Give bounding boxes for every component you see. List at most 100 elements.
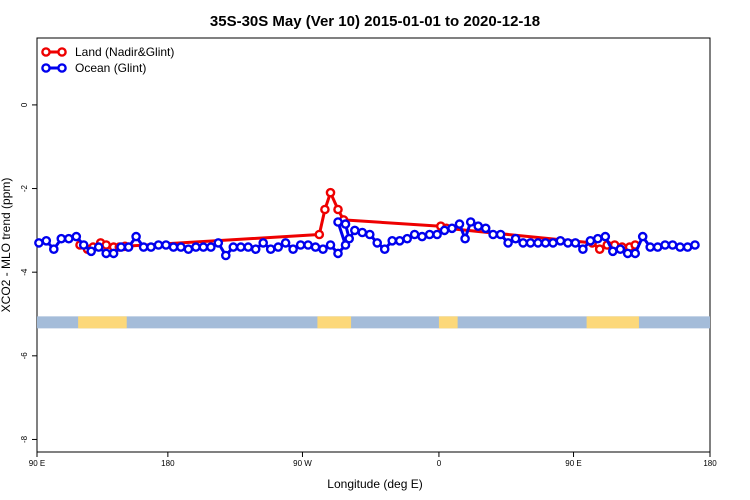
data-point	[645, 242, 656, 252]
data-point	[447, 223, 457, 234]
chart-title: 35S-30S May (Ver 10) 2015-01-01 to 2020-…	[210, 13, 540, 30]
data-point	[637, 231, 648, 242]
legend: Land (Nadir&Glint) Ocean (Glint)	[41, 45, 174, 75]
data-point	[555, 235, 566, 246]
data-point	[387, 235, 398, 246]
x-tick-label: 90 E	[29, 459, 45, 468]
data-point	[228, 242, 239, 252]
data-point	[146, 242, 156, 252]
data-point	[314, 229, 325, 240]
data-point	[652, 242, 663, 252]
x-tick-label: 180	[161, 459, 175, 468]
land-band	[438, 316, 458, 329]
data-point	[465, 217, 476, 227]
data-point	[243, 242, 253, 252]
data-point	[682, 242, 693, 252]
data-point	[78, 240, 89, 250]
data-point	[349, 225, 360, 236]
land-band	[586, 316, 639, 329]
data-point	[56, 233, 67, 244]
data-point	[333, 217, 343, 227]
data-point	[424, 229, 435, 240]
data-point	[86, 246, 96, 257]
data-point	[578, 244, 588, 254]
y-tick-label: -4	[20, 268, 29, 276]
data-point	[533, 238, 543, 248]
data-point	[379, 244, 390, 254]
data-point	[439, 225, 450, 236]
data-point	[503, 238, 513, 248]
data-point	[295, 240, 306, 250]
data-point	[198, 242, 209, 252]
data-point	[525, 238, 536, 248]
data-point	[495, 229, 506, 240]
data-point	[220, 250, 231, 261]
data-point	[250, 244, 261, 254]
data-point	[460, 233, 470, 244]
data-point	[690, 240, 700, 250]
land-ocean-strip	[37, 316, 710, 329]
data-point	[265, 244, 276, 254]
data-point	[340, 219, 351, 229]
data-point	[622, 248, 633, 259]
data-point	[101, 248, 111, 259]
legend-label: Land (Nadir&Glint)	[75, 45, 174, 59]
x-tick-label: 90 E	[565, 459, 581, 468]
x-axis: 90 E 180 90 W 0 90 E 180	[29, 452, 717, 468]
data-point	[608, 246, 618, 257]
data-point	[213, 238, 224, 248]
data-point	[280, 238, 291, 248]
data-point	[131, 231, 141, 242]
land-band	[317, 316, 352, 329]
data-point	[372, 238, 383, 248]
data-point	[402, 233, 413, 244]
land-band	[78, 316, 127, 329]
data-point	[417, 231, 427, 242]
data-point	[183, 244, 194, 254]
data-point	[34, 238, 44, 248]
data-point	[432, 229, 442, 240]
data-point	[409, 229, 420, 240]
data-point	[116, 242, 126, 252]
data-point	[138, 242, 149, 252]
data-point	[303, 240, 313, 250]
data-point	[667, 240, 678, 250]
data-point	[325, 187, 336, 198]
legend-marker	[57, 47, 67, 57]
data-point	[318, 244, 328, 254]
data-point	[320, 204, 330, 215]
data-point	[518, 238, 528, 248]
series-ocean	[34, 217, 700, 261]
x-tick-label: 180	[703, 459, 717, 468]
legend-marker	[57, 63, 67, 73]
data-point	[258, 238, 269, 248]
data-point	[93, 242, 104, 252]
data-point	[630, 248, 641, 259]
data-point	[64, 233, 74, 244]
y-axis-label: XCO2 - MLO trend (ppm)	[0, 178, 13, 313]
ocean-band	[37, 316, 710, 329]
data-point	[108, 248, 119, 259]
data-point	[660, 240, 670, 250]
data-point	[333, 248, 343, 259]
data-point	[344, 233, 355, 244]
data-point	[540, 238, 551, 248]
data-point	[333, 204, 343, 215]
data-point	[615, 244, 626, 254]
data-point	[153, 240, 164, 250]
data-point	[41, 235, 52, 246]
data-point	[480, 223, 491, 234]
data-point	[168, 242, 179, 252]
x-tick-label: 0	[437, 459, 442, 468]
data-point	[585, 235, 596, 246]
data-point	[325, 240, 336, 250]
data-point	[235, 242, 246, 252]
x-tick-label: 90 W	[293, 459, 312, 468]
data-point	[310, 242, 321, 252]
y-tick-label: 0	[20, 102, 29, 107]
data-point	[548, 238, 558, 248]
data-point	[273, 242, 284, 252]
data-point	[288, 244, 298, 254]
data-point	[101, 240, 111, 250]
